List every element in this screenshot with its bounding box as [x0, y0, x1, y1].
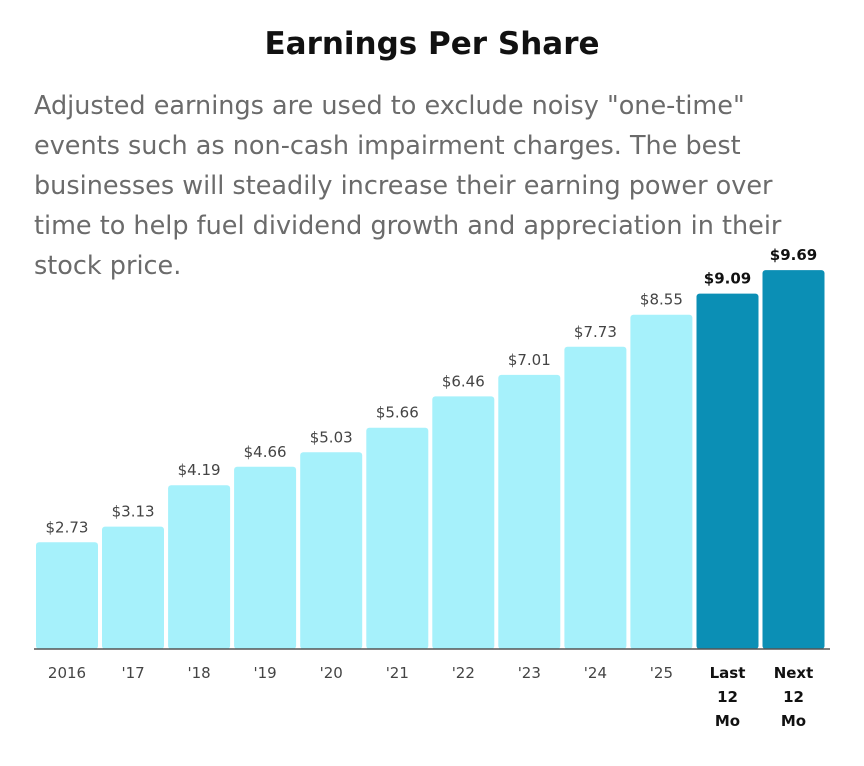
data-label-1: $3.13	[112, 503, 155, 521]
x-tick-label-9: '25	[650, 664, 673, 682]
bar-9	[630, 314, 693, 649]
data-label-0: $2.73	[46, 518, 89, 536]
bar-0	[36, 542, 98, 649]
x-tick-label-5: '21	[386, 664, 409, 682]
data-label-9: $8.55	[640, 291, 683, 309]
bar-7	[498, 374, 561, 649]
data-label-2: $4.19	[178, 461, 221, 479]
data-label-8: $7.73	[574, 323, 617, 341]
data-label-7: $7.01	[508, 351, 551, 369]
x-tick-labels-group: 2016 '17 '18 '19 '20 '21 '22 '23 '24 '25 Last 12 Mo N…	[48, 664, 813, 730]
data-label-4: $5.03	[310, 428, 353, 446]
bar-6	[432, 396, 495, 649]
x-tick-label-10: Last 12 Mo	[710, 664, 746, 730]
bar-2	[168, 485, 231, 649]
chart-title: Earnings Per Share	[264, 26, 600, 62]
x-tick-label-0: 2016	[48, 664, 86, 682]
x-tick-label-1: '17	[121, 664, 144, 682]
bar-8	[564, 346, 627, 649]
bar-4	[300, 452, 363, 649]
bars-group	[36, 270, 825, 649]
bar-5	[366, 427, 429, 649]
data-label-3: $4.66	[244, 443, 287, 461]
data-label-5: $5.66	[376, 404, 419, 422]
bar-10	[696, 293, 759, 649]
chart-description: Adjusted earnings are used to exclude no…	[34, 91, 782, 281]
x-tick-label-6: '22	[452, 664, 475, 682]
data-label-6: $6.46	[442, 372, 485, 390]
data-label-10: $9.09	[704, 270, 751, 288]
x-tick-label-7: '23	[518, 664, 541, 682]
x-tick-label-2: '18	[187, 664, 210, 682]
data-label-11: $9.69	[770, 246, 817, 264]
x-tick-label-8: '24	[584, 664, 607, 682]
x-tick-label-4: '20	[320, 664, 343, 682]
x-tick-label-3: '19	[253, 664, 276, 682]
bar-3	[234, 466, 297, 649]
data-labels-group: $2.73 $3.13 $4.19 $4.66 $5.03 $5.66 $6.46 $7.01…	[46, 246, 818, 536]
bar-1	[102, 526, 164, 649]
x-tick-label-11: Next 12 Mo	[774, 664, 814, 730]
bar-11	[762, 270, 825, 649]
